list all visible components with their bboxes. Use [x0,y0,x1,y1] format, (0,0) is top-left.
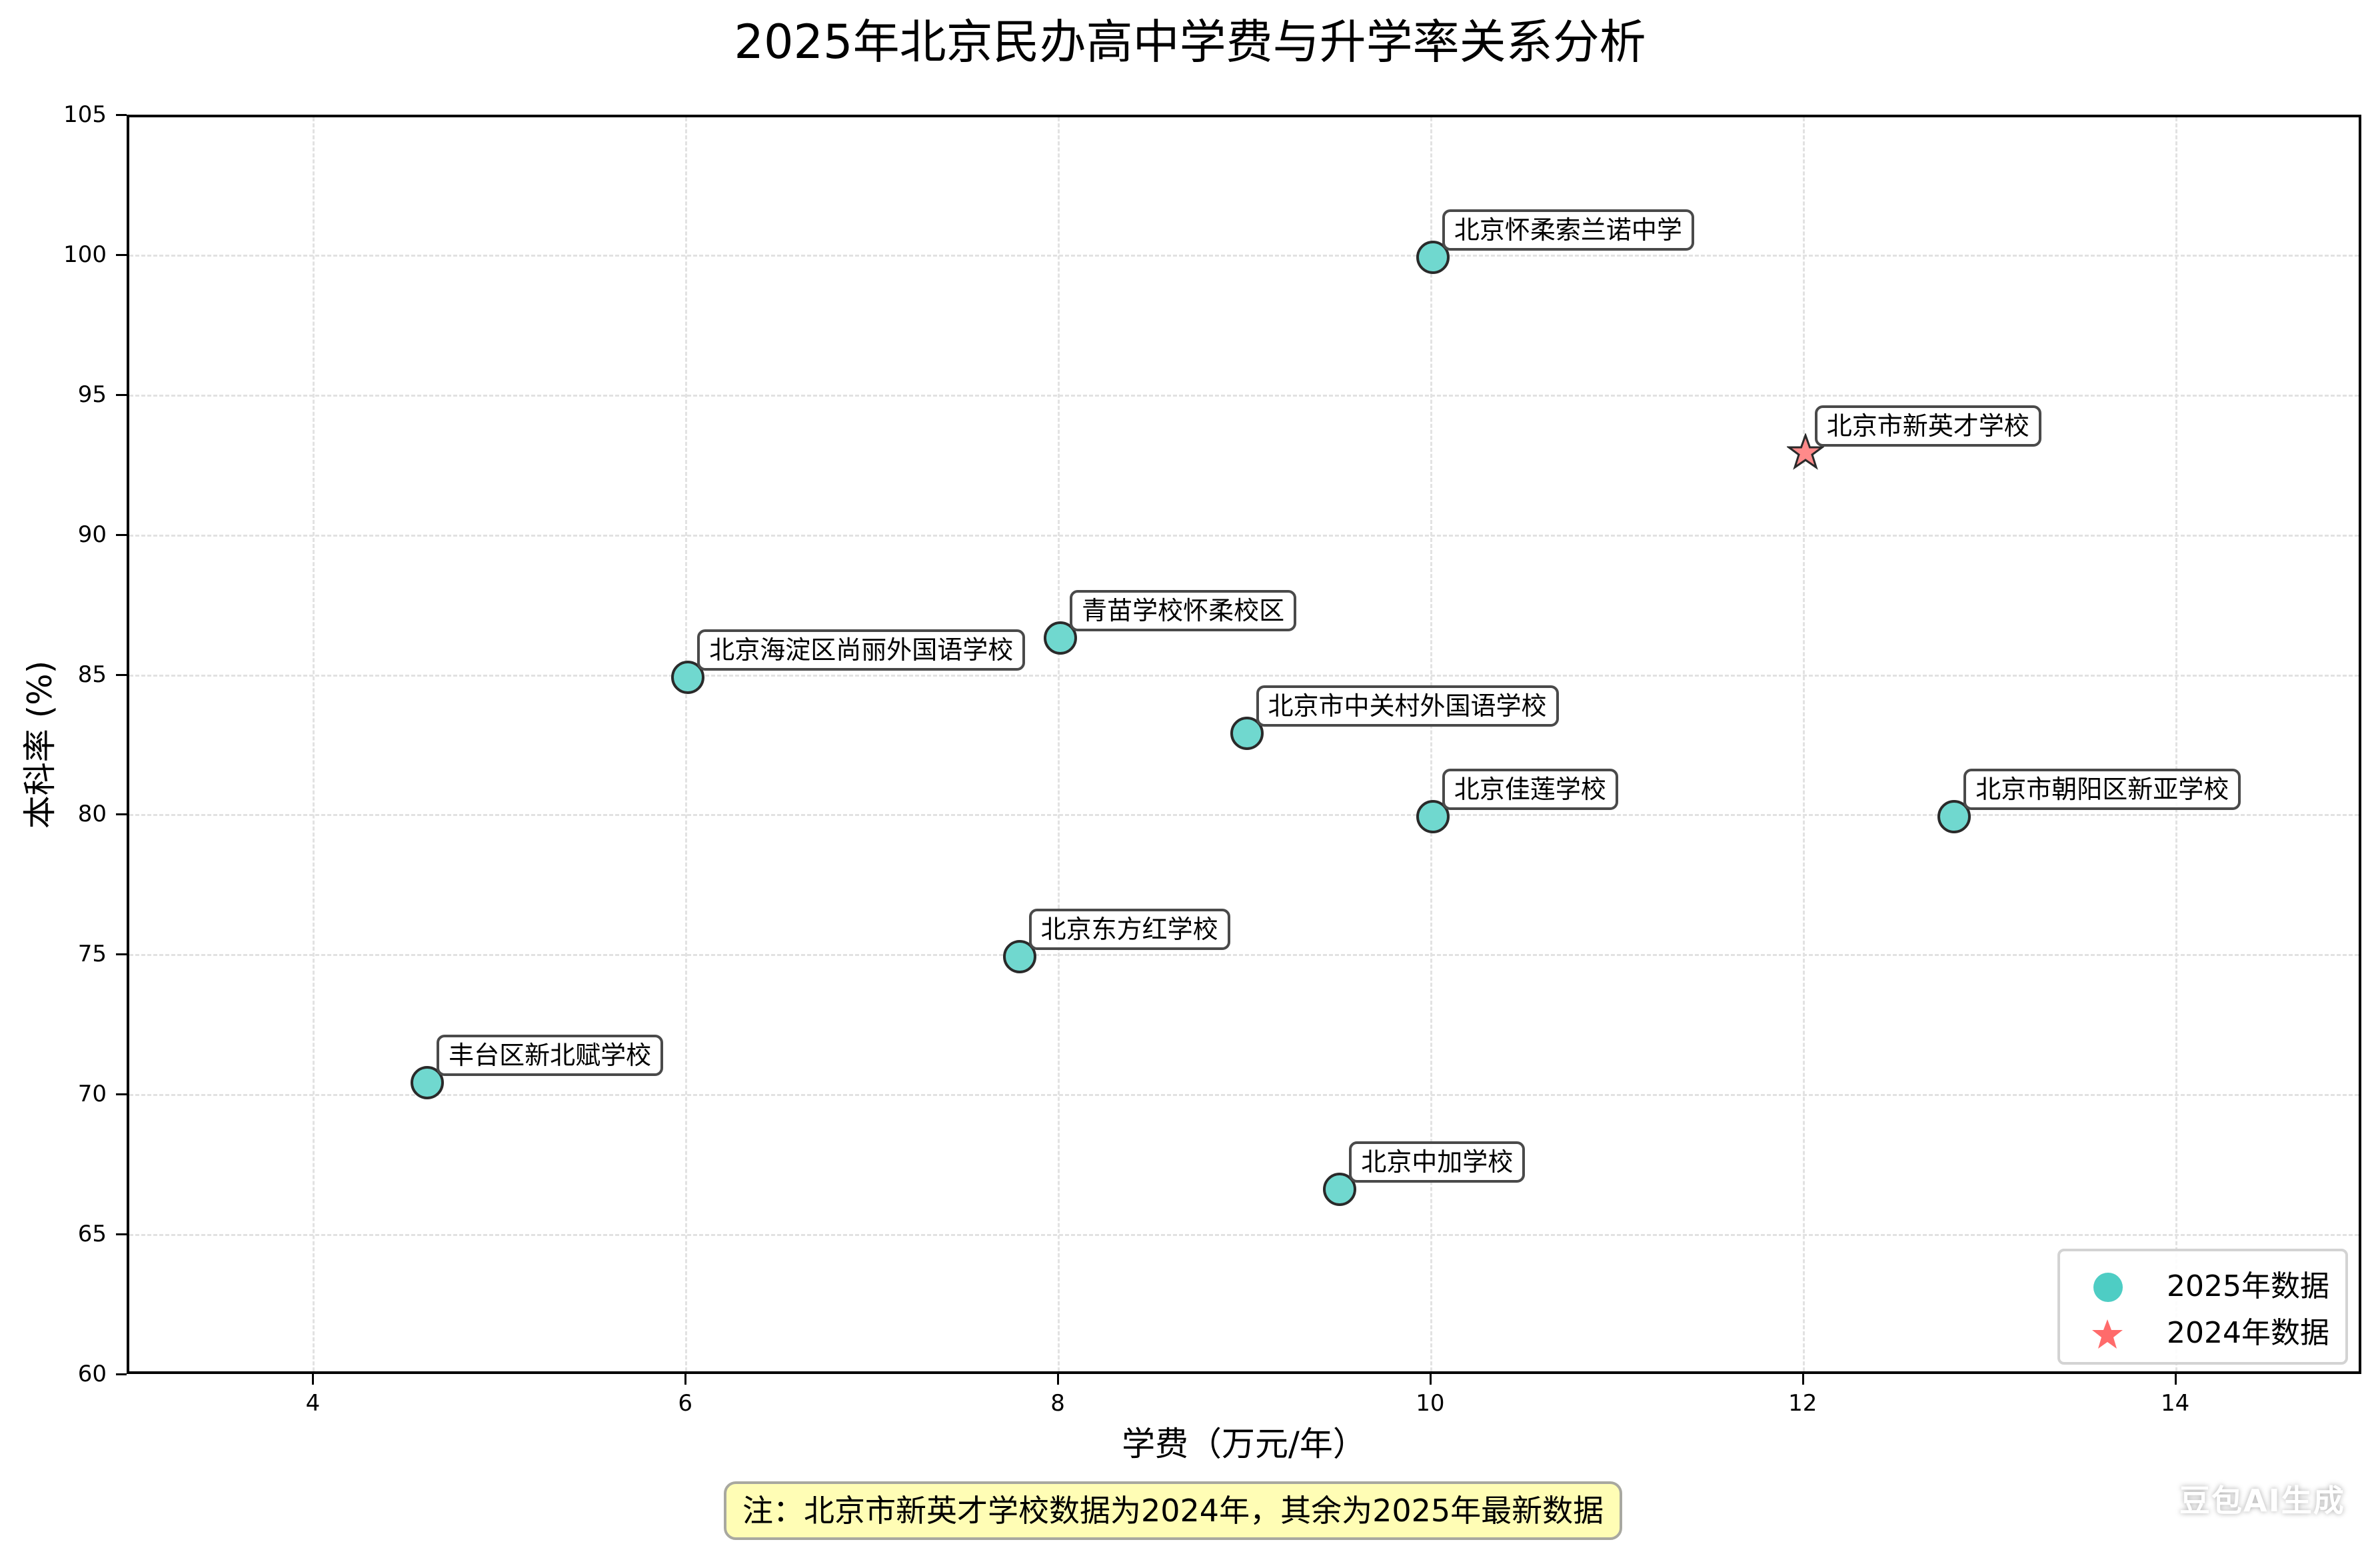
y-tick-label: 90 [77,521,107,548]
y-tick-label: 100 [63,241,107,268]
y-tick-label: 60 [77,1361,107,1387]
footnote: 注：北京市新英才学校数据为2024年，其余为2025年最新数据 [724,1481,1623,1540]
chart-title: 2025年北京民办高中学费与升学率关系分析 [734,15,1646,69]
x-axis-label: 学费（万元/年） [1122,1425,1366,1463]
x-tick [2174,1374,2177,1385]
y-tick [116,253,127,256]
y-tick-label: 85 [77,661,107,688]
point-label: 北京东方红学校 [1028,909,1230,951]
circle-marker-icon [2093,1273,2123,1302]
gridline-y [129,674,2359,677]
point-label: 青苗学校怀柔校区 [1070,589,1297,631]
gridline-y [129,814,2359,817]
plot-area: 北京怀柔索兰诺中学青苗学校怀柔校区北京海淀区尚丽外国语学校北京市中关村外国语学校… [127,115,2361,1374]
x-tick [1057,1374,1060,1385]
point-label: 北京佳莲学校 [1442,769,1618,811]
y-tick [116,393,127,396]
x-tick-label: 6 [678,1390,693,1417]
point-label: 北京怀柔索兰诺中学 [1442,209,1694,251]
legend-item-2024: 2024年数据 [2060,1310,2345,1357]
legend: 2025年数据 2024年数据 [2057,1249,2348,1365]
star-marker-icon [2092,1319,2123,1349]
y-tick-label: 75 [77,941,107,968]
y-axis-label: 本科率 (%) [21,660,59,829]
point-label: 丰台区新北赋学校 [437,1035,664,1077]
y-tick [116,1373,127,1375]
gridline-y [129,1094,2359,1097]
circle-marker-icon [1002,940,1036,974]
point-label: 北京市朝阳区新亚学校 [1963,769,2241,811]
x-tick [1801,1374,1804,1385]
y-tick [116,953,127,956]
circle-marker-icon [671,660,705,694]
y-tick [116,1233,127,1236]
gridline-x [2175,117,2177,1371]
point-label: 北京中加学校 [1349,1141,1526,1183]
circle-marker-icon [1230,716,1264,750]
x-tick [312,1374,315,1385]
legend-item-2025: 2025年数据 [2060,1263,2345,1310]
x-tick-label: 12 [1788,1390,1817,1417]
x-tick-label: 4 [305,1390,321,1417]
y-tick [116,673,127,676]
x-tick [684,1374,687,1385]
gridline-x [685,117,688,1371]
gridline-x [313,117,315,1371]
star-marker-icon [1786,433,1824,470]
y-tick-label: 105 [63,101,107,128]
gridline-x [1430,117,1432,1371]
point-label: 北京市中关村外国语学校 [1256,685,1559,727]
y-tick [116,813,127,816]
gridline-x [1058,117,1060,1371]
x-tick-label: 8 [1050,1390,1065,1417]
y-tick-label: 70 [77,1081,107,1108]
legend-label: 2025年数据 [2167,1269,2329,1303]
y-tick [116,114,127,116]
x-tick [1429,1374,1432,1385]
gridline-y [129,534,2359,537]
gridline-y [129,254,2359,257]
gridline-x [1802,117,1805,1371]
gridline-y [129,1234,2359,1237]
y-tick-label: 65 [77,1221,107,1248]
legend-label: 2024年数据 [2167,1316,2329,1350]
y-tick [116,533,127,536]
x-tick-label: 14 [2160,1390,2190,1417]
x-tick-label: 10 [1416,1390,1445,1417]
y-tick-label: 80 [77,801,107,828]
y-tick [116,1093,127,1096]
y-tick-label: 95 [77,381,107,408]
watermark: 豆包AI生成 [2179,1483,2345,1519]
point-label: 北京海淀区尚丽外国语学校 [697,629,1026,671]
gridline-y [129,954,2359,957]
point-label: 北京市新英才学校 [1814,405,2041,447]
gridline-y [129,394,2359,397]
